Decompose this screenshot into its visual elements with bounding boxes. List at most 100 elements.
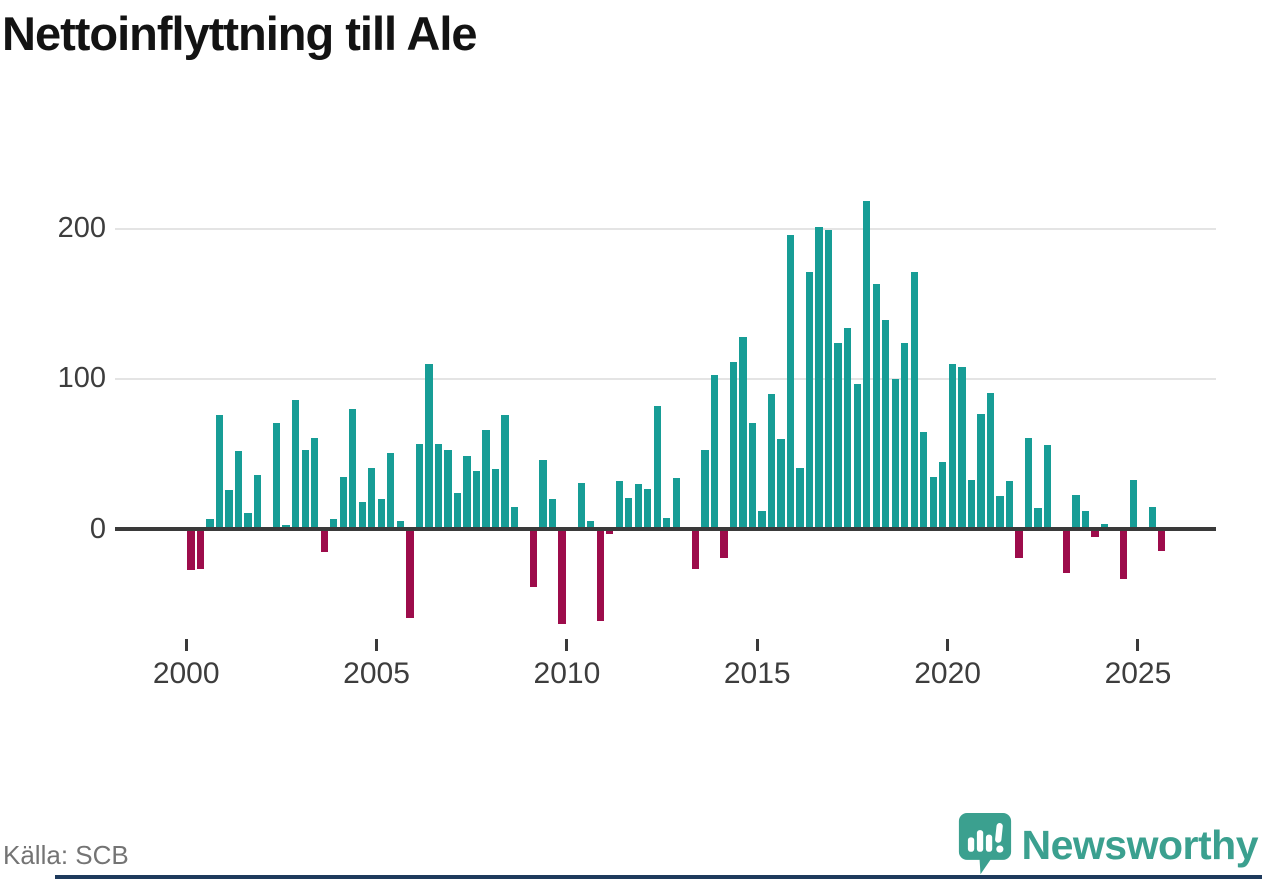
bar xyxy=(977,413,985,530)
bar xyxy=(358,502,366,530)
bar xyxy=(1062,529,1071,574)
bar xyxy=(491,469,500,530)
bar xyxy=(1034,508,1042,530)
bar xyxy=(853,383,861,530)
bar xyxy=(672,478,681,530)
bar xyxy=(577,482,585,530)
bar xyxy=(187,529,195,571)
x-axis-zero-line xyxy=(115,527,1216,531)
bar xyxy=(387,452,395,530)
bar xyxy=(739,336,747,530)
bar xyxy=(796,467,804,530)
bar xyxy=(301,449,309,530)
bar xyxy=(377,499,385,530)
bar xyxy=(587,520,595,530)
bar xyxy=(958,367,966,530)
bar xyxy=(615,481,623,530)
x-axis-label-2010: 2010 xyxy=(533,657,601,690)
x-axis-tick-2010 xyxy=(565,639,569,651)
bar xyxy=(1005,481,1014,530)
bar xyxy=(501,415,509,530)
bar xyxy=(406,529,414,619)
bar xyxy=(215,415,224,530)
x-axis-tick-2005 xyxy=(375,639,379,651)
bar xyxy=(901,342,909,530)
x-axis-label-2025: 2025 xyxy=(1104,657,1172,690)
bar xyxy=(986,392,995,530)
bar xyxy=(444,449,452,530)
bar xyxy=(834,342,842,530)
bar xyxy=(292,400,300,530)
bar xyxy=(729,362,738,530)
bar xyxy=(844,327,852,530)
bar xyxy=(311,437,319,530)
y-axis-label-0: 0 xyxy=(89,512,106,545)
bar xyxy=(920,431,928,530)
bar xyxy=(606,529,614,534)
bar xyxy=(434,443,443,530)
bar xyxy=(691,529,700,569)
bar xyxy=(548,499,557,530)
bar xyxy=(1091,529,1099,537)
bar xyxy=(748,422,757,530)
bar xyxy=(1120,529,1128,580)
bar xyxy=(1148,506,1156,530)
bar xyxy=(1081,511,1090,530)
gridline-100 xyxy=(115,378,1216,380)
bar xyxy=(863,201,871,530)
bar xyxy=(929,476,937,530)
bar xyxy=(339,476,347,530)
bar xyxy=(701,449,709,530)
bar xyxy=(529,529,538,587)
x-axis-label-2015: 2015 xyxy=(723,657,791,690)
bar xyxy=(805,272,814,530)
bar xyxy=(415,443,424,530)
x-axis-label-2020: 2020 xyxy=(914,657,981,690)
bar xyxy=(1043,445,1052,530)
bar xyxy=(349,409,357,530)
bar xyxy=(425,364,433,530)
bar xyxy=(815,227,823,530)
bar xyxy=(320,529,328,553)
bar xyxy=(1024,437,1033,530)
bar xyxy=(1015,529,1023,559)
bar xyxy=(1072,494,1080,530)
bar xyxy=(196,529,205,569)
bar xyxy=(910,272,918,530)
bar xyxy=(824,230,833,530)
bar xyxy=(206,519,214,530)
x-axis-label-2005: 2005 xyxy=(343,657,410,690)
bar xyxy=(872,284,880,530)
y-axis-label-200: 200 xyxy=(57,211,106,244)
bar xyxy=(596,529,604,622)
bar xyxy=(330,519,338,530)
bar xyxy=(939,461,947,530)
bar xyxy=(1158,529,1166,551)
bar xyxy=(653,406,661,530)
brand-logo: Newsworthy xyxy=(958,812,1259,878)
bar xyxy=(634,484,642,530)
bar xyxy=(510,506,519,530)
bar xyxy=(710,374,719,530)
bar xyxy=(368,467,376,530)
bar xyxy=(539,460,547,530)
x-axis-tick-2000 xyxy=(184,639,188,651)
bar xyxy=(253,475,262,530)
bar xyxy=(625,497,633,530)
bottom-accent-bar xyxy=(55,875,1262,879)
bar xyxy=(453,493,462,530)
x-axis-label-2000: 2000 xyxy=(152,657,220,690)
source-note: Källa: SCB xyxy=(3,840,129,870)
bar xyxy=(472,470,481,530)
bar xyxy=(1129,479,1137,530)
bar xyxy=(272,422,281,530)
bar xyxy=(463,455,471,530)
y-axis-label-100: 100 xyxy=(57,362,106,394)
bar xyxy=(396,520,404,530)
bar xyxy=(767,394,776,530)
bar xyxy=(948,364,957,530)
bar xyxy=(967,479,976,530)
brand-wordmark: Newsworthy xyxy=(1021,821,1259,868)
bar xyxy=(663,517,671,530)
